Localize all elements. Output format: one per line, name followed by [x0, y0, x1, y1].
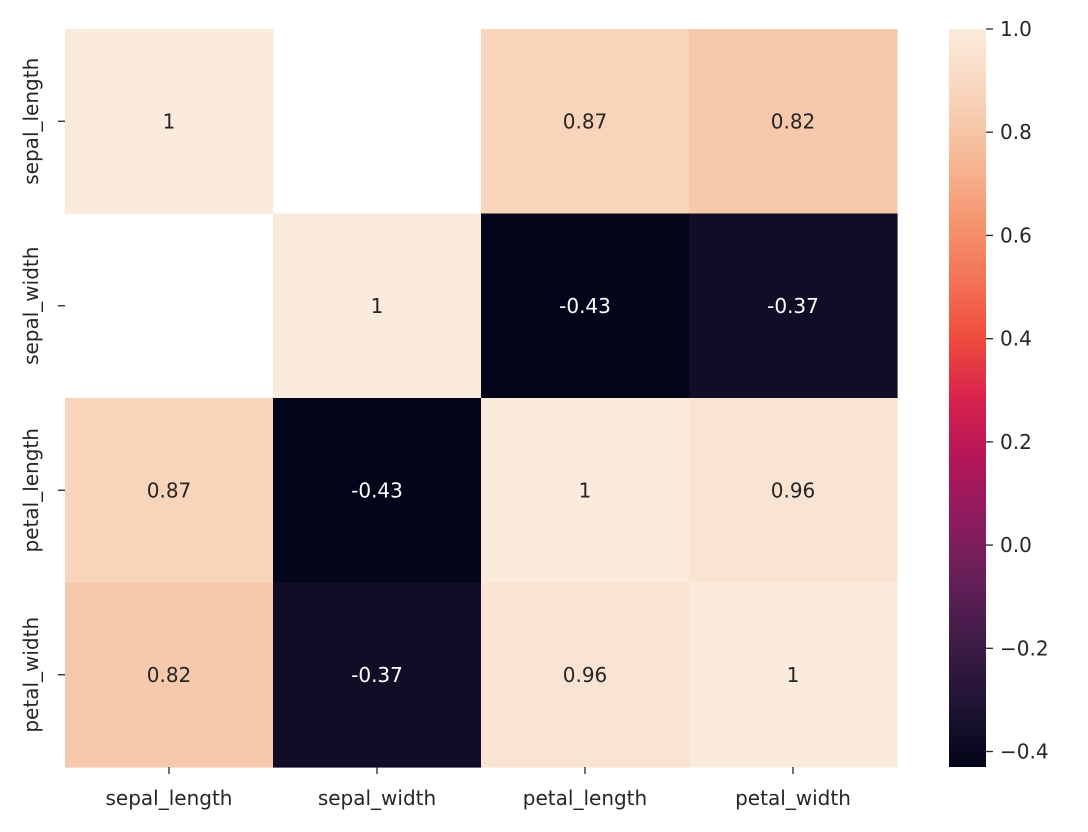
cell-annotation: 0.87	[563, 109, 608, 133]
heatmap-cell-sepal_width-sepal_width	[273, 213, 482, 399]
cell-annotation: -0.43	[559, 294, 611, 318]
heatmap-cell-sepal_width-petal_width	[689, 213, 898, 399]
colorbar	[949, 29, 986, 767]
y-tick-label: sepal_width	[19, 247, 43, 365]
cell-annotation: 1	[787, 663, 800, 687]
heatmap-cell-petal_width-sepal_length	[65, 582, 274, 768]
y-tick-label: petal_width	[19, 617, 43, 733]
colorbar-tick-label: 0.0	[1000, 533, 1032, 557]
heatmap-cell-petal_width-petal_width	[689, 582, 898, 768]
x-tick-label: sepal_length	[106, 786, 233, 810]
heatmap-cell-petal_length-sepal_width	[273, 398, 482, 584]
colorbar-ticks: 1.0 0.8 0.6 0.4 0.2 0.0 −0.2 −0.4	[986, 17, 1049, 764]
colorbar-tick-label: 1.0	[1000, 17, 1032, 41]
colorbar-tick-label: 0.8	[1000, 120, 1032, 144]
heatmap-cell-sepal_length-petal_width	[689, 29, 898, 215]
cell-annotation: 1	[163, 109, 176, 133]
colorbar-tick-label: −0.4	[1000, 740, 1049, 764]
colorbar-tick-label: 0.2	[1000, 430, 1032, 454]
heatmap-cell-sepal_length-sepal_length	[65, 29, 274, 215]
heatmap-cell-sepal_width-petal_length	[481, 213, 690, 399]
cell-annotation: -0.37	[351, 663, 403, 687]
x-tick-label: petal_width	[735, 786, 851, 810]
y-axis: sepal_length sepal_width petal_lengthpetal…	[19, 58, 65, 733]
cell-annotation: 0.87	[147, 478, 192, 502]
heatmap-cells	[65, 29, 898, 768]
cell-annotation: 0.96	[771, 478, 816, 502]
y-tick-label: petal_length	[19, 428, 43, 552]
colorbar-tick-label: 0.4	[1000, 327, 1032, 351]
cell-annotation: 1	[371, 294, 384, 318]
cell-annotation: 1	[579, 478, 592, 502]
heatmap-cell-sepal_length-petal_length	[481, 29, 690, 215]
cell-annotations: 1 0.87 0.82 1 -0.43 -0.37 0.87 -0.43 1 0.96 0.82 -0…	[147, 109, 819, 687]
x-tick-label: petal_length	[523, 786, 647, 810]
cell-annotation: 0.82	[147, 663, 192, 687]
cell-annotation: 0.82	[771, 109, 816, 133]
heatmap-cell-petal_width-petal_length	[481, 582, 690, 768]
x-tick-label: sepal_width	[318, 786, 436, 810]
cell-annotation: -0.37	[767, 294, 819, 318]
y-tick-label: sepal_length	[19, 58, 43, 185]
heatmap-cell-petal_width-sepal_width	[273, 582, 482, 768]
heatmap-cell-petal_length-petal_length	[481, 398, 690, 584]
x-axis: sepal_length sepal_width petal_length petal…	[106, 767, 851, 810]
cell-annotation: 0.96	[563, 663, 608, 687]
cell-annotation: -0.43	[351, 478, 403, 502]
colorbar-tick-label: 0.6	[1000, 223, 1032, 247]
heatmap-cell-petal_length-sepal_length	[65, 398, 274, 584]
colorbar-tick-label: −0.2	[1000, 636, 1049, 660]
heatmap-cell-petal_length-petal_width	[689, 398, 898, 584]
